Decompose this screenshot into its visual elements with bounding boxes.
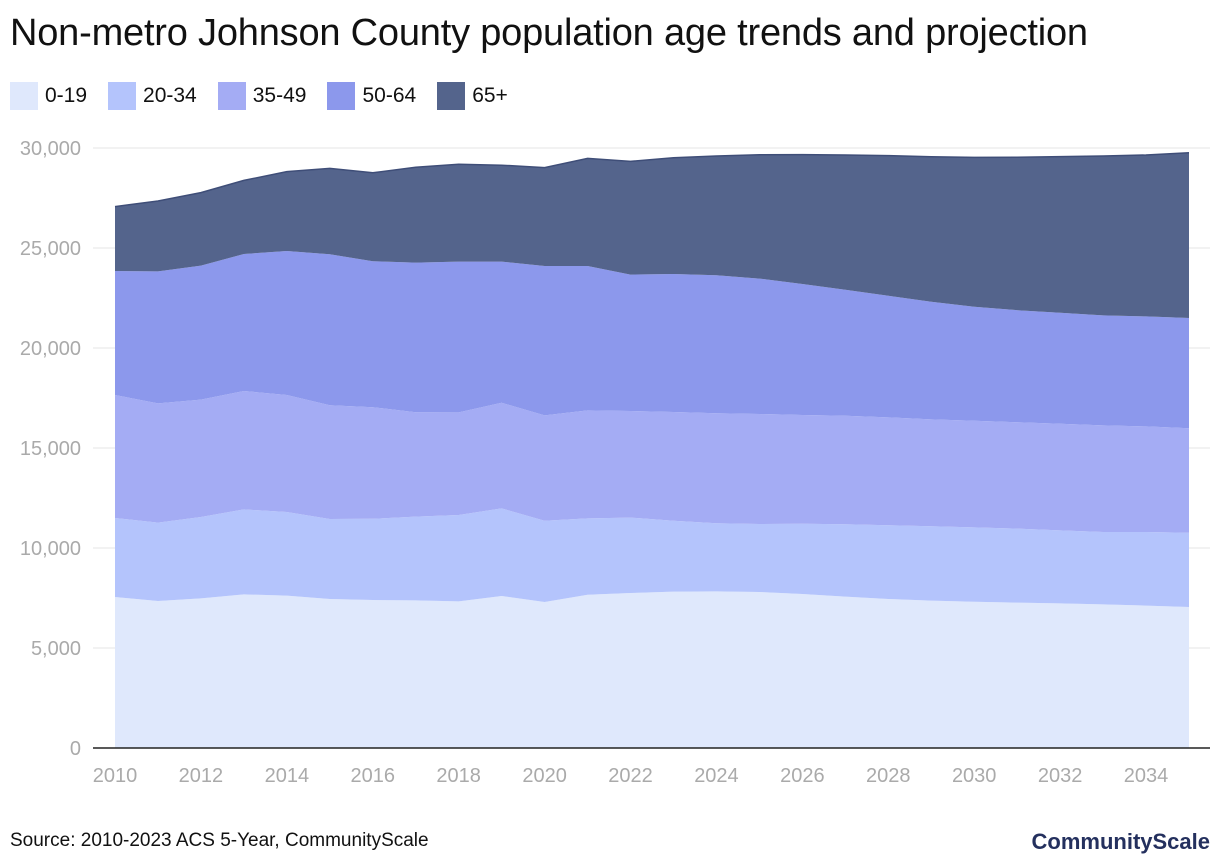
area-series-35-49 <box>115 391 1189 533</box>
legend-label-50-64: 50-64 <box>362 84 417 107</box>
x-tick-label-7: 2024 <box>694 765 739 787</box>
legend-swatch-20-34 <box>108 82 137 110</box>
x-tick-label-3: 2016 <box>351 765 396 787</box>
y-tick-label-1: 5,000 <box>31 638 81 660</box>
x-tick-label-5: 2020 <box>522 765 567 787</box>
x-tick-label-11: 2032 <box>1038 765 1083 787</box>
legend-item-50-64: 50-64 <box>327 82 416 110</box>
legend-swatch-0-19 <box>10 82 38 110</box>
x-tick-label-4: 2018 <box>436 765 481 787</box>
x-tick-label-6: 2022 <box>608 765 653 787</box>
legend-label-20-34: 20-34 <box>143 84 197 107</box>
source-note: Source: 2010-2023 ACS 5-Year, CommunityS… <box>10 830 429 851</box>
area-series-65-plus <box>115 152 1189 318</box>
legend-item-20-34: 20-34 <box>108 82 197 110</box>
legend-item-65-plus: 65+ <box>437 82 508 110</box>
y-tick-label-4: 20,000 <box>20 338 81 360</box>
legend-label-65-plus: 65+ <box>472 84 508 107</box>
area-series-20-34 <box>115 508 1189 607</box>
x-tick-label-8: 2026 <box>780 765 825 787</box>
x-tick-label-10: 2030 <box>952 765 997 787</box>
x-tick-label-1: 2012 <box>179 765 224 787</box>
x-tick-label-2: 2014 <box>265 765 310 787</box>
legend-label-35-49: 35-49 <box>252 84 307 107</box>
y-tick-label-0: 0 <box>70 738 81 760</box>
y-tick-label-5: 25,000 <box>20 238 81 260</box>
brand-logo: CommunityScale <box>1031 829 1211 854</box>
legend-item-0-19: 0-19 <box>10 82 87 110</box>
chart-title: Non-metro Johnson County population age … <box>10 12 1088 54</box>
x-tick-label-9: 2028 <box>866 765 911 787</box>
x-tick-label-0: 2010 <box>93 765 138 787</box>
y-tick-label-3: 15,000 <box>20 438 81 460</box>
legend: 0-19 20-34 35-49 50-64 65+ <box>10 82 529 110</box>
y-tick-label-6: 30,000 <box>20 138 81 160</box>
legend-swatch-65-plus <box>437 82 466 110</box>
area-series-50-64 <box>115 251 1189 429</box>
y-tick-label-2: 10,000 <box>20 538 81 560</box>
legend-item-35-49: 35-49 <box>217 82 307 110</box>
area-series-0-19 <box>115 591 1189 748</box>
x-tick-label-12: 2034 <box>1124 765 1169 787</box>
legend-label-0-19: 0-19 <box>45 84 88 107</box>
legend-swatch-50-64 <box>327 82 356 110</box>
legend-swatch-35-49 <box>217 82 246 110</box>
stack-top-line <box>114 152 1190 208</box>
